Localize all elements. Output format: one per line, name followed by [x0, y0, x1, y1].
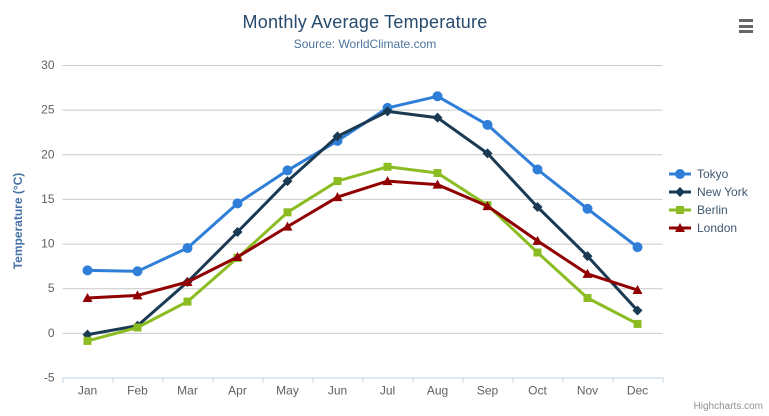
y-axis-tick-label: 0 [48, 326, 55, 340]
highcharts-credits-link[interactable]: Highcharts.com [693, 401, 763, 412]
series-marker-new-york[interactable] [432, 112, 443, 123]
series-marker-london[interactable] [282, 221, 293, 231]
series-marker-berlin[interactable] [283, 208, 292, 217]
diamond-marker-icon [675, 187, 685, 197]
series-marker-london[interactable] [382, 176, 393, 186]
series-marker-london[interactable] [632, 285, 643, 294]
x-axis-tick-label: Mar [177, 384, 198, 398]
series-line-london[interactable] [86, 179, 639, 300]
series-marker-berlin[interactable] [433, 169, 442, 178]
series-marker-new-york[interactable] [282, 176, 293, 187]
series-marker-new-york[interactable] [382, 106, 393, 117]
series-marker-tokyo[interactable] [532, 164, 543, 175]
y-axis-tick-label: 15 [41, 192, 55, 206]
circle-marker-icon [675, 169, 685, 179]
legend: Tokyo New York Berlin London [668, 167, 748, 235]
series-marker-tokyo[interactable] [282, 165, 293, 176]
x-axis-tick-label: Aug [427, 384, 448, 398]
series-marker-berlin[interactable] [333, 177, 342, 186]
legend-label: Berlin [697, 203, 728, 217]
series-marker-berlin[interactable] [133, 323, 142, 332]
series-line-berlin[interactable] [86, 165, 639, 343]
series-marker-new-york[interactable] [632, 305, 643, 316]
series-marker-london[interactable] [182, 276, 193, 286]
x-axis-tick-label: Jun [328, 384, 347, 398]
legend-item-berlin[interactable]: Berlin [668, 203, 748, 217]
square-marker-icon [676, 206, 684, 214]
legend-item-tokyo[interactable]: Tokyo [668, 167, 748, 181]
x-axis-tick-label: Dec [627, 384, 648, 398]
legend-item-new-york[interactable]: New York [668, 185, 748, 199]
series-marker-tokyo[interactable] [482, 119, 493, 130]
y-axis-tick-label: 10 [41, 237, 55, 251]
y-axis-tick-label: -5 [44, 371, 55, 385]
y-axis-tick-label: 20 [41, 147, 55, 161]
series-marker-new-york[interactable] [482, 148, 493, 159]
series-marker-london[interactable] [482, 201, 493, 211]
series-marker-london[interactable] [432, 179, 443, 189]
series-marker-berlin[interactable] [583, 294, 592, 303]
series-marker-berlin[interactable] [183, 297, 192, 306]
x-axis-tick-label: Nov [577, 384, 598, 398]
triangle-icon [669, 223, 691, 232]
series-marker-tokyo[interactable] [582, 203, 593, 214]
square-icon [669, 206, 691, 214]
series-marker-london[interactable] [132, 290, 143, 300]
legend-item-london[interactable]: London [668, 221, 748, 235]
y-axis-tick-label: 5 [48, 281, 55, 295]
series-marker-tokyo[interactable] [182, 243, 193, 254]
series-marker-new-york[interactable] [582, 251, 593, 262]
legend-label: New York [697, 185, 748, 199]
x-axis-tick-label: Jul [380, 384, 395, 398]
x-axis-tick-label: Feb [127, 384, 148, 398]
series-marker-london[interactable] [232, 251, 243, 261]
y-axis-tick-label: 30 [41, 58, 55, 72]
x-axis-tick-label: Oct [528, 384, 547, 398]
legend-label: Tokyo [697, 167, 729, 181]
series-marker-new-york[interactable] [532, 201, 543, 212]
circle-icon [669, 169, 691, 179]
legend-label: London [697, 221, 738, 235]
series-marker-london[interactable] [82, 293, 93, 303]
x-axis-tick-label: Apr [228, 384, 247, 398]
x-axis-tick-label: Sep [477, 384, 499, 398]
series-marker-london[interactable] [532, 235, 543, 245]
series-marker-berlin[interactable] [533, 248, 542, 257]
chart-title: Monthly Average Temperature [242, 12, 488, 32]
series-marker-new-york[interactable] [232, 226, 243, 237]
x-axis-tick-label: May [276, 384, 299, 398]
series-marker-london[interactable] [582, 268, 593, 278]
series-marker-berlin[interactable] [633, 319, 642, 328]
series-marker-berlin[interactable] [83, 336, 92, 345]
triangle-marker-icon [675, 223, 685, 232]
series-marker-berlin[interactable] [383, 162, 392, 171]
series-marker-new-york[interactable] [332, 131, 343, 142]
chart-context-menu-button[interactable] [739, 18, 755, 34]
series-marker-tokyo[interactable] [632, 242, 643, 253]
x-axis-tick-label: Jan [78, 384, 97, 398]
series-marker-tokyo[interactable] [432, 91, 443, 102]
y-axis-tick-label: 25 [41, 103, 55, 117]
chart-subtitle: Source: WorldClimate.com [293, 37, 437, 51]
series-marker-tokyo[interactable] [82, 265, 93, 276]
series-marker-london[interactable] [332, 192, 343, 202]
series-marker-tokyo[interactable] [132, 266, 143, 277]
diamond-icon [669, 187, 691, 197]
series-marker-tokyo[interactable] [232, 198, 243, 209]
series-line-new-york[interactable] [86, 109, 639, 337]
